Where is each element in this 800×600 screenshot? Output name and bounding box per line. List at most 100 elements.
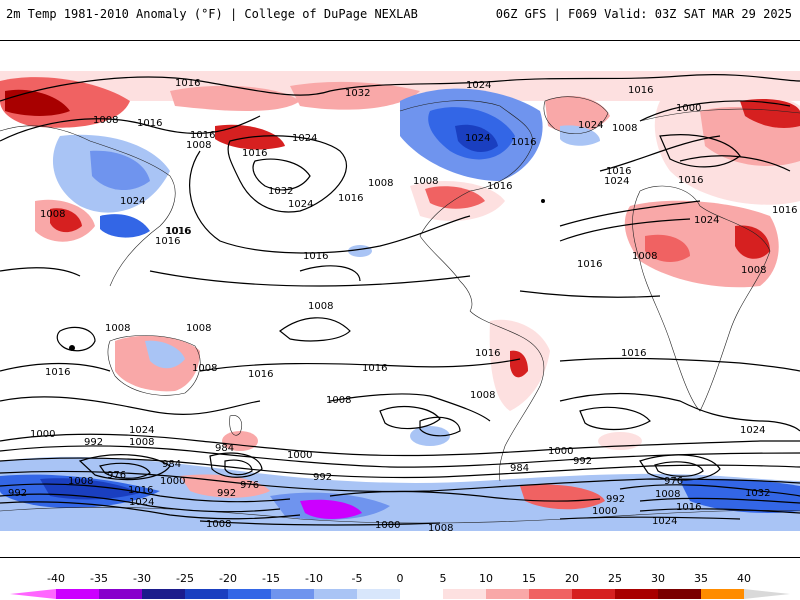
isobar-label: 1008 [186,323,211,334]
isobar-label: 1008 [93,115,118,126]
isobar-label: 992 [313,472,332,483]
isobar-label: 1000 [548,446,573,457]
isobar-label: 1024 [466,80,491,91]
isobar-label: 1024 [578,120,603,131]
isobar-label: 992 [84,437,103,448]
isobar-label: 1008 [741,265,766,276]
isobar-label: 1024 [652,516,677,527]
legend-color-swatch [357,589,401,599]
isobar-label: 992 [573,456,592,467]
isobar-label: 1000 [160,476,185,487]
isobar-label: 992 [606,494,625,505]
map-title: 2m Temp 1981-2010 Anomaly (°F) | College… [6,7,418,21]
isobar-label: 1016 [606,166,631,177]
pressure-centers [69,199,545,351]
map-panel[interactable]: 1016 1008 1016 1016 1008 1024 1016 1008 … [0,40,800,558]
color-scale-legend [10,589,790,599]
anomaly-shading [0,71,800,531]
legend-tick-label: 35 [694,572,708,585]
isobar-label: 984 [510,463,529,474]
isobar-label: 1008 [186,140,211,151]
isobar-label: 1016 [362,363,387,374]
isobar-label: 1032 [345,88,370,99]
legend-tick-label: -5 [351,572,363,585]
isobar-label: 1008 [326,395,351,406]
legend-tick-label: 30 [651,572,665,585]
legend-color-swatch [56,589,100,599]
isobar-label: 1000 [375,520,400,531]
isobar-label: 992 [8,488,27,499]
isobar-label: 1000 [676,103,701,114]
isobar-label: 1016 [628,85,653,96]
isobar-label: 1016 [175,78,200,89]
isobar-label: 1016 [190,130,215,141]
isobar-label: 1016 [155,236,180,247]
isobar-label: 1008 [413,176,438,187]
legend-max-arrow [744,589,790,599]
isobar-label: 1032 [745,488,770,499]
isobar-label: 984 [162,459,181,470]
isobar-label: 1016 [166,226,191,237]
isobar-label: 1016 [621,348,646,359]
isobar-label: 1008 [192,363,217,374]
pressure-center-marker [541,199,545,203]
isobar-label: 1016 [678,175,703,186]
model-run-label: 06Z GFS | F069 Valid: 03Z SAT MAR 29 202… [495,7,792,21]
isobar-label: 984 [215,443,234,454]
isobar-label: 1032 [268,186,293,197]
isobar-label: 1008 [129,437,154,448]
legend-color-swatch [572,589,616,599]
isobar-label: 1008 [368,178,393,189]
isobar-label: 1024 [694,215,719,226]
legend-tick-label: 40 [737,572,751,585]
isobar-label: 1016 [772,205,797,216]
map-header: 2m Temp 1981-2010 Anomaly (°F) | College… [0,0,800,40]
legend-color-swatch [658,589,702,599]
isobar-label: 1024 [465,133,490,144]
isobar-label: 1016 [676,502,701,513]
isobar-label: 992 [217,488,236,499]
legend-color-swatch [99,589,143,599]
isobar-label: 1016 [45,367,70,378]
legend-tick-label: 10 [479,572,493,585]
isobar-label: 1000 [592,506,617,517]
isobar-label: 1016 [577,259,602,270]
legend-tick-label: 25 [608,572,622,585]
isobar-label: 1024 [129,497,154,508]
legend-tick-label: -35 [90,572,108,585]
isobar-label: 976 [107,470,126,481]
isobar-label: 1008 [308,301,333,312]
isobar-label: 1024 [288,199,313,210]
legend-tick-label: 15 [522,572,536,585]
isobar-label: 1024 [120,196,145,207]
isobar-label: 1008 [655,489,680,500]
isobar-label: 1000 [287,450,312,461]
legend-color-swatch [615,589,659,599]
isobar-label: 1008 [206,519,231,530]
legend-color-swatch [314,589,358,599]
pressure-center-marker [69,345,75,351]
isobar-label: 1016 [165,226,190,237]
isobar-label: 1008 [470,390,495,401]
isobar-label: 1016 [487,181,512,192]
legend-min-arrow [10,589,56,599]
legend-color-swatch [400,589,444,599]
legend-color-swatch [443,589,487,599]
isobars [0,74,800,526]
legend-color-swatch [486,589,530,599]
isobar-labels: 1016 1008 1016 1016 1008 1024 1016 1008 … [8,78,797,534]
legend-color-swatch [701,589,745,599]
isobar-label: 1016 [475,348,500,359]
isobar-label: 976 [664,476,683,487]
isobar-label: 1024 [740,425,765,436]
isobar-label: 1024 [604,176,629,187]
isobar-label: 1016 [137,118,162,129]
anomaly-map: 1016 1008 1016 1016 1008 1024 1016 1008 … [0,71,800,534]
isobar-label: 1008 [40,209,65,220]
isobar-label: 1008 [632,251,657,262]
isobar-label: 1016 [338,193,363,204]
legend-tick-label: -10 [305,572,323,585]
legend-tick-label: -30 [133,572,151,585]
isobar-label: 1024 [292,133,317,144]
isobar-label: 1016 [248,369,273,380]
